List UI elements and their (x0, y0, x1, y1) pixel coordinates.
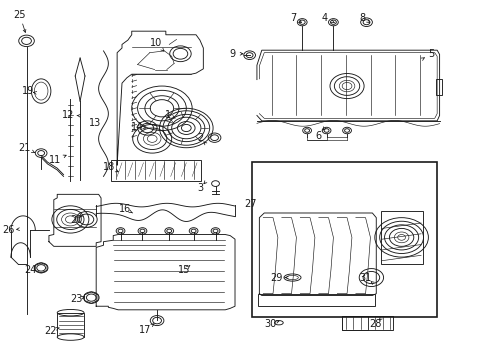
Text: 25: 25 (14, 10, 26, 20)
Text: 30: 30 (264, 319, 276, 329)
Bar (251, 162, 436, 317)
Text: 11: 11 (48, 155, 61, 165)
Text: 2: 2 (196, 133, 203, 143)
Bar (258, 294, 374, 306)
Text: 1: 1 (164, 110, 170, 120)
Text: 22: 22 (44, 325, 57, 336)
Bar (380, 211, 422, 264)
Text: 21: 21 (19, 143, 31, 153)
Text: 17: 17 (139, 325, 151, 335)
Text: 23: 23 (70, 294, 83, 304)
Text: 26: 26 (2, 225, 15, 235)
Text: 7: 7 (290, 13, 296, 23)
Bar (342, 316, 367, 330)
Text: 16: 16 (119, 204, 131, 215)
Text: 4: 4 (322, 13, 327, 23)
Text: 9: 9 (229, 49, 235, 59)
Bar (111, 160, 201, 181)
Bar (435, 78, 441, 95)
Text: 27: 27 (244, 199, 256, 210)
Bar (342, 316, 392, 330)
Text: 3: 3 (197, 183, 203, 193)
Text: 29: 29 (270, 273, 282, 283)
Text: 20: 20 (70, 215, 83, 225)
Text: 12: 12 (62, 110, 75, 120)
Text: 31: 31 (359, 273, 371, 283)
Text: 24: 24 (24, 265, 37, 275)
Text: 6: 6 (315, 131, 321, 141)
Text: 19: 19 (22, 86, 34, 96)
Text: 13: 13 (88, 118, 101, 128)
Bar (57, 313, 84, 337)
Ellipse shape (57, 334, 84, 340)
Text: 15: 15 (177, 265, 190, 275)
Text: 14: 14 (130, 122, 142, 132)
Text: 28: 28 (368, 319, 381, 329)
Text: 8: 8 (359, 13, 365, 23)
Text: 18: 18 (103, 162, 115, 172)
Text: 5: 5 (427, 49, 433, 59)
Text: 10: 10 (150, 38, 162, 48)
